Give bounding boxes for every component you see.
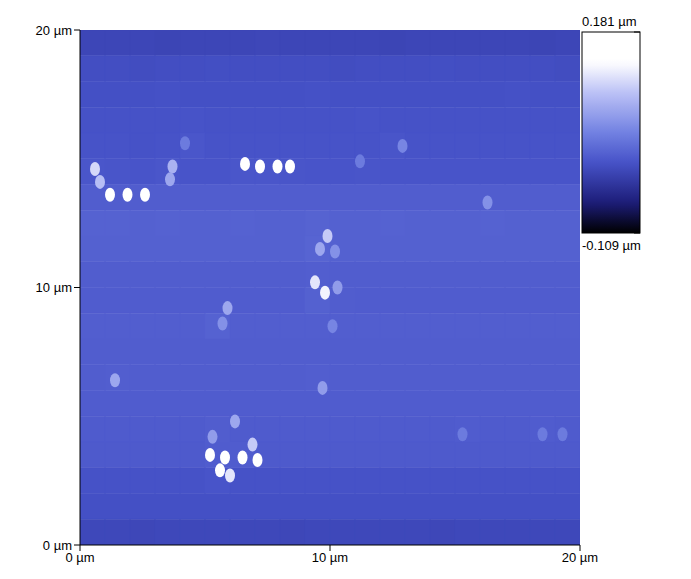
svg-text:10 µm: 10 µm [312, 550, 348, 565]
svg-text:20 µm: 20 µm [36, 23, 72, 38]
svg-text:-0.109 µm: -0.109 µm [582, 238, 641, 253]
svg-text:20 µm: 20 µm [562, 550, 598, 565]
svg-text:0.181 µm: 0.181 µm [582, 14, 636, 29]
svg-text:0 µm: 0 µm [43, 538, 72, 553]
svg-text:0 µm: 0 µm [65, 550, 95, 566]
svg-text:10 µm: 10 µm [36, 280, 72, 295]
